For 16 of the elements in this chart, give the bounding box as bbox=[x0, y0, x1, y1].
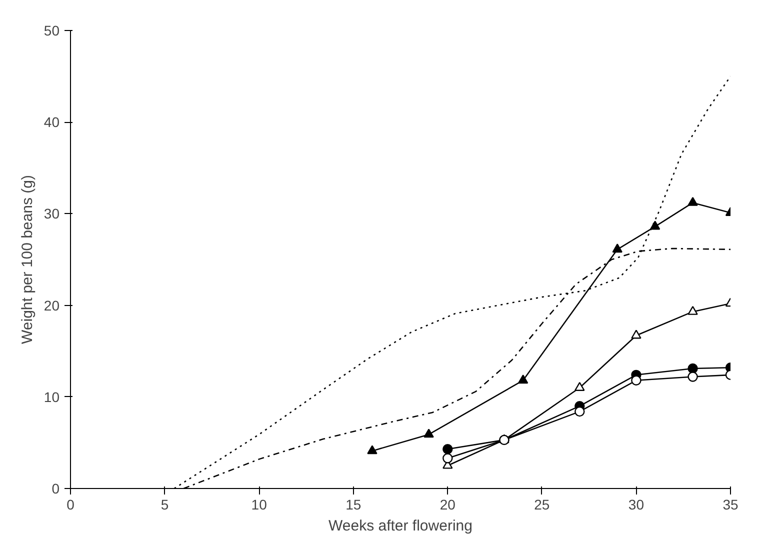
x-tick-label: 10 bbox=[251, 496, 268, 512]
y-tick-label: 30 bbox=[44, 206, 60, 222]
x-tick-label: 30 bbox=[628, 496, 644, 512]
x-tick-label: 5 bbox=[160, 496, 169, 512]
x-tick-label: 35 bbox=[722, 496, 738, 512]
y-tick-label: 10 bbox=[44, 388, 60, 405]
x-tick-label: 25 bbox=[534, 496, 550, 512]
y-axis-title: Weight per 100 beans (g) bbox=[18, 174, 36, 344]
y-tick-label: 20 bbox=[44, 297, 60, 314]
y-tick-label: 50 bbox=[44, 22, 60, 38]
y-tick-label: 0 bbox=[52, 480, 60, 496]
x-tick-label: 15 bbox=[346, 496, 362, 512]
y-tick-label: 40 bbox=[44, 114, 60, 130]
x-tick-label: 20 bbox=[440, 496, 456, 512]
x-tick-label: 0 bbox=[66, 496, 75, 512]
x-axis-title: Weeks after flowering bbox=[328, 518, 472, 534]
